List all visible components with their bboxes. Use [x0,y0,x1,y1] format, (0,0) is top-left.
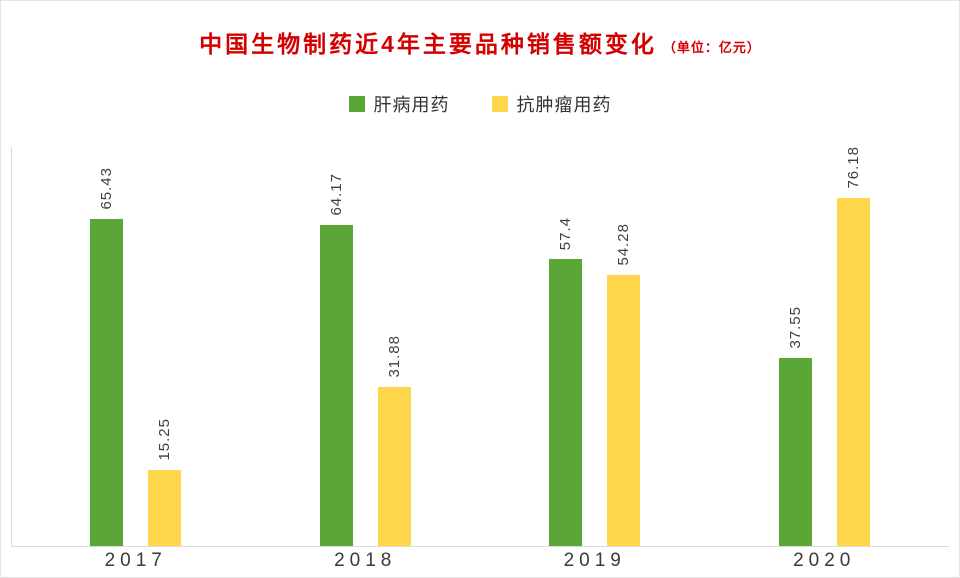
bar-value-label: 57.4 [557,216,575,250]
bar-column: 37.55 [778,146,812,546]
bar-group-2020: 37.55 76.18 [710,146,940,546]
bar-column: 64.17 [319,146,353,546]
bar-antitumor-2020 [836,197,870,546]
bar-value-label: 64.17 [327,173,345,216]
bar-group-2018: 64.17 31.88 [251,146,481,546]
bar-column: 54.28 [607,146,641,546]
bar-group-2019: 57.4 54.28 [480,146,710,546]
x-axis-labels: 2017 2018 2019 2020 [21,547,939,577]
x-axis-label-2020: 2020 [793,550,856,571]
bar-value-label: 54.28 [615,223,633,266]
bar-antitumor-2017 [148,470,182,546]
bar-liver-2018 [319,225,353,546]
legend: 肝病用药 抗肿瘤用药 [1,91,959,117]
x-axis-label-2017: 2017 [104,550,167,571]
bar-column: 65.43 [90,146,124,546]
x-axis-label-2018: 2018 [334,550,397,571]
legend-swatch-green [348,96,365,112]
bar-column: 15.25 [148,146,182,546]
legend-label-liver-drugs: 肝病用药 [373,95,450,115]
bar-column: 57.4 [549,146,583,546]
bar-value-label: 15.25 [156,418,174,461]
bar-antitumor-2018 [377,387,411,546]
legend-item-antitumor-drugs: 抗肿瘤用药 [491,91,612,117]
bar-liver-2019 [549,259,583,546]
bar-value-label: 31.88 [385,335,403,378]
bar-value-label: 37.55 [786,306,804,349]
bar-value-label: 65.43 [98,167,116,210]
legend-swatch-yellow [491,96,508,112]
x-axis-label-2019: 2019 [563,550,626,571]
legend-item-liver-drugs: 肝病用药 [348,91,450,117]
bar-column: 76.18 [836,146,870,546]
chart-title-text: 中国生物制药近4年主要品种销售额变化 [199,31,657,57]
legend-label-antitumor-drugs: 抗肿瘤用药 [516,95,612,115]
bar-value-label: 76.18 [844,146,862,189]
x-axis-line [11,546,949,547]
bar-liver-2020 [778,358,812,546]
bar-antitumor-2019 [607,275,641,546]
bar-group-2017: 65.43 15.25 [21,146,251,546]
bar-column: 31.88 [377,146,411,546]
chart-unit-label: （单位：亿元） [662,40,761,55]
plot-area: 65.43 15.25 64.17 31.88 57.4 [21,146,939,546]
y-axis-line [11,147,12,547]
chart-title: 中国生物制药近4年主要品种销售额变化 （单位：亿元） [1,25,959,59]
bar-liver-2017 [90,219,124,546]
